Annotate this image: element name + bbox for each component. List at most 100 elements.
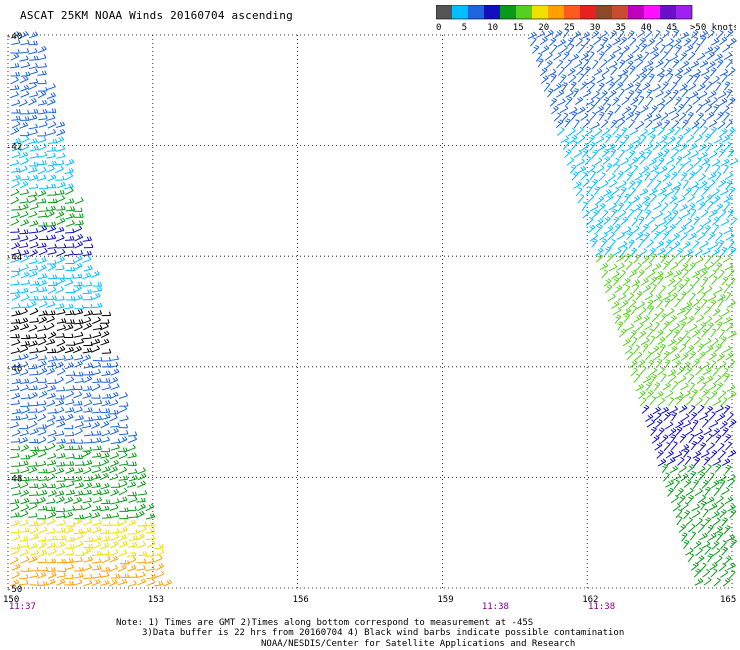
wind-barb (11, 338, 21, 346)
wind-barb (634, 262, 642, 272)
wind-barb (91, 550, 102, 556)
wind-barb (11, 115, 21, 121)
wind-barb (46, 483, 56, 489)
wind-barb (100, 535, 111, 542)
wind-barb (663, 119, 671, 129)
wind-barb (19, 429, 29, 437)
wind-barb (727, 478, 735, 488)
wind-barb (714, 343, 722, 353)
wind-barb (727, 299, 736, 308)
wind-barb (680, 443, 690, 452)
wind-barb (47, 263, 57, 272)
wind-barb (703, 337, 712, 347)
wind-barb (136, 558, 147, 564)
wind-barb (686, 344, 695, 354)
wind-barb (730, 216, 738, 226)
wind-barb (623, 313, 631, 323)
wind-barb (55, 549, 65, 557)
wind-barb (547, 68, 557, 77)
wind-barb (36, 460, 47, 467)
wind-barb (654, 179, 662, 190)
wind-barb (55, 507, 66, 513)
wind-barb (19, 55, 29, 62)
wind-barb (596, 75, 606, 84)
wind-barb (652, 171, 660, 181)
wind-barb (616, 52, 624, 62)
wind-barb (646, 178, 654, 188)
wind-barb (101, 555, 111, 564)
wind-barb (55, 490, 65, 497)
wind-barb (718, 148, 726, 158)
wind-barb (83, 537, 94, 542)
wind-barb (690, 562, 699, 571)
wind-barb (621, 245, 628, 256)
wind-barb (714, 53, 723, 62)
wind-barb (699, 240, 709, 249)
wind-barb (145, 528, 156, 534)
wind-barb (704, 194, 713, 203)
wind-barb (719, 509, 727, 519)
wind-barb (38, 108, 48, 115)
wind-barb (663, 211, 672, 220)
wind-barb (721, 487, 730, 495)
wind-barb (628, 149, 636, 159)
wind-barb (646, 89, 653, 99)
wind-barb (669, 195, 678, 204)
wind-barb (598, 202, 606, 212)
wind-barb (145, 503, 155, 512)
wind-barb (541, 45, 550, 54)
wind-barb (654, 210, 664, 219)
wind-barb (573, 180, 582, 189)
wind-barb (618, 149, 625, 159)
wind-barb (101, 521, 111, 526)
wind-barb (650, 253, 657, 263)
wind-barb (722, 427, 729, 437)
legend-swatch (660, 5, 676, 19)
wind-barb (625, 82, 634, 91)
wind-barb (9, 556, 19, 565)
wind-barb (74, 331, 84, 338)
wind-barb (714, 525, 723, 535)
wind-barb (10, 218, 20, 226)
wind-barb (37, 378, 47, 383)
wind-barb (660, 313, 667, 323)
wind-barb (38, 114, 48, 121)
wind-barb (65, 362, 74, 370)
wind-barb (28, 270, 38, 278)
wind-barb (652, 406, 661, 415)
wind-barb (727, 503, 736, 512)
wind-barb (602, 96, 610, 107)
wind-barb (616, 262, 625, 271)
wind-barb (705, 496, 715, 505)
wind-barb (38, 475, 48, 482)
wind-barb (46, 528, 56, 535)
wind-barb (717, 90, 727, 99)
wind-barb (724, 464, 732, 475)
wind-barb (677, 163, 685, 173)
wind-barb (630, 157, 639, 166)
wind-barb (117, 518, 127, 527)
wind-barb (624, 345, 633, 355)
wind-barb (723, 194, 732, 203)
wind-barb (721, 367, 729, 377)
wind-barb (680, 502, 689, 511)
wind-barb (64, 574, 74, 579)
wind-barb (600, 119, 609, 129)
wind-barb (110, 444, 120, 451)
wind-barb (92, 331, 102, 339)
wind-barb (91, 466, 102, 474)
time-label: 11:38 (588, 602, 615, 612)
wind-barb (656, 299, 663, 309)
wind-barb (654, 151, 664, 160)
wind-barb (137, 541, 147, 549)
wind-barb (64, 431, 75, 437)
wind-barb (689, 292, 696, 302)
wind-barb (64, 323, 74, 331)
wind-barb (614, 104, 621, 114)
wind-barb (144, 557, 155, 564)
wind-barb (693, 540, 702, 550)
wind-barb (91, 408, 102, 414)
wind-barb (667, 487, 674, 497)
wind-barb (99, 571, 110, 578)
wind-barb (136, 497, 146, 503)
